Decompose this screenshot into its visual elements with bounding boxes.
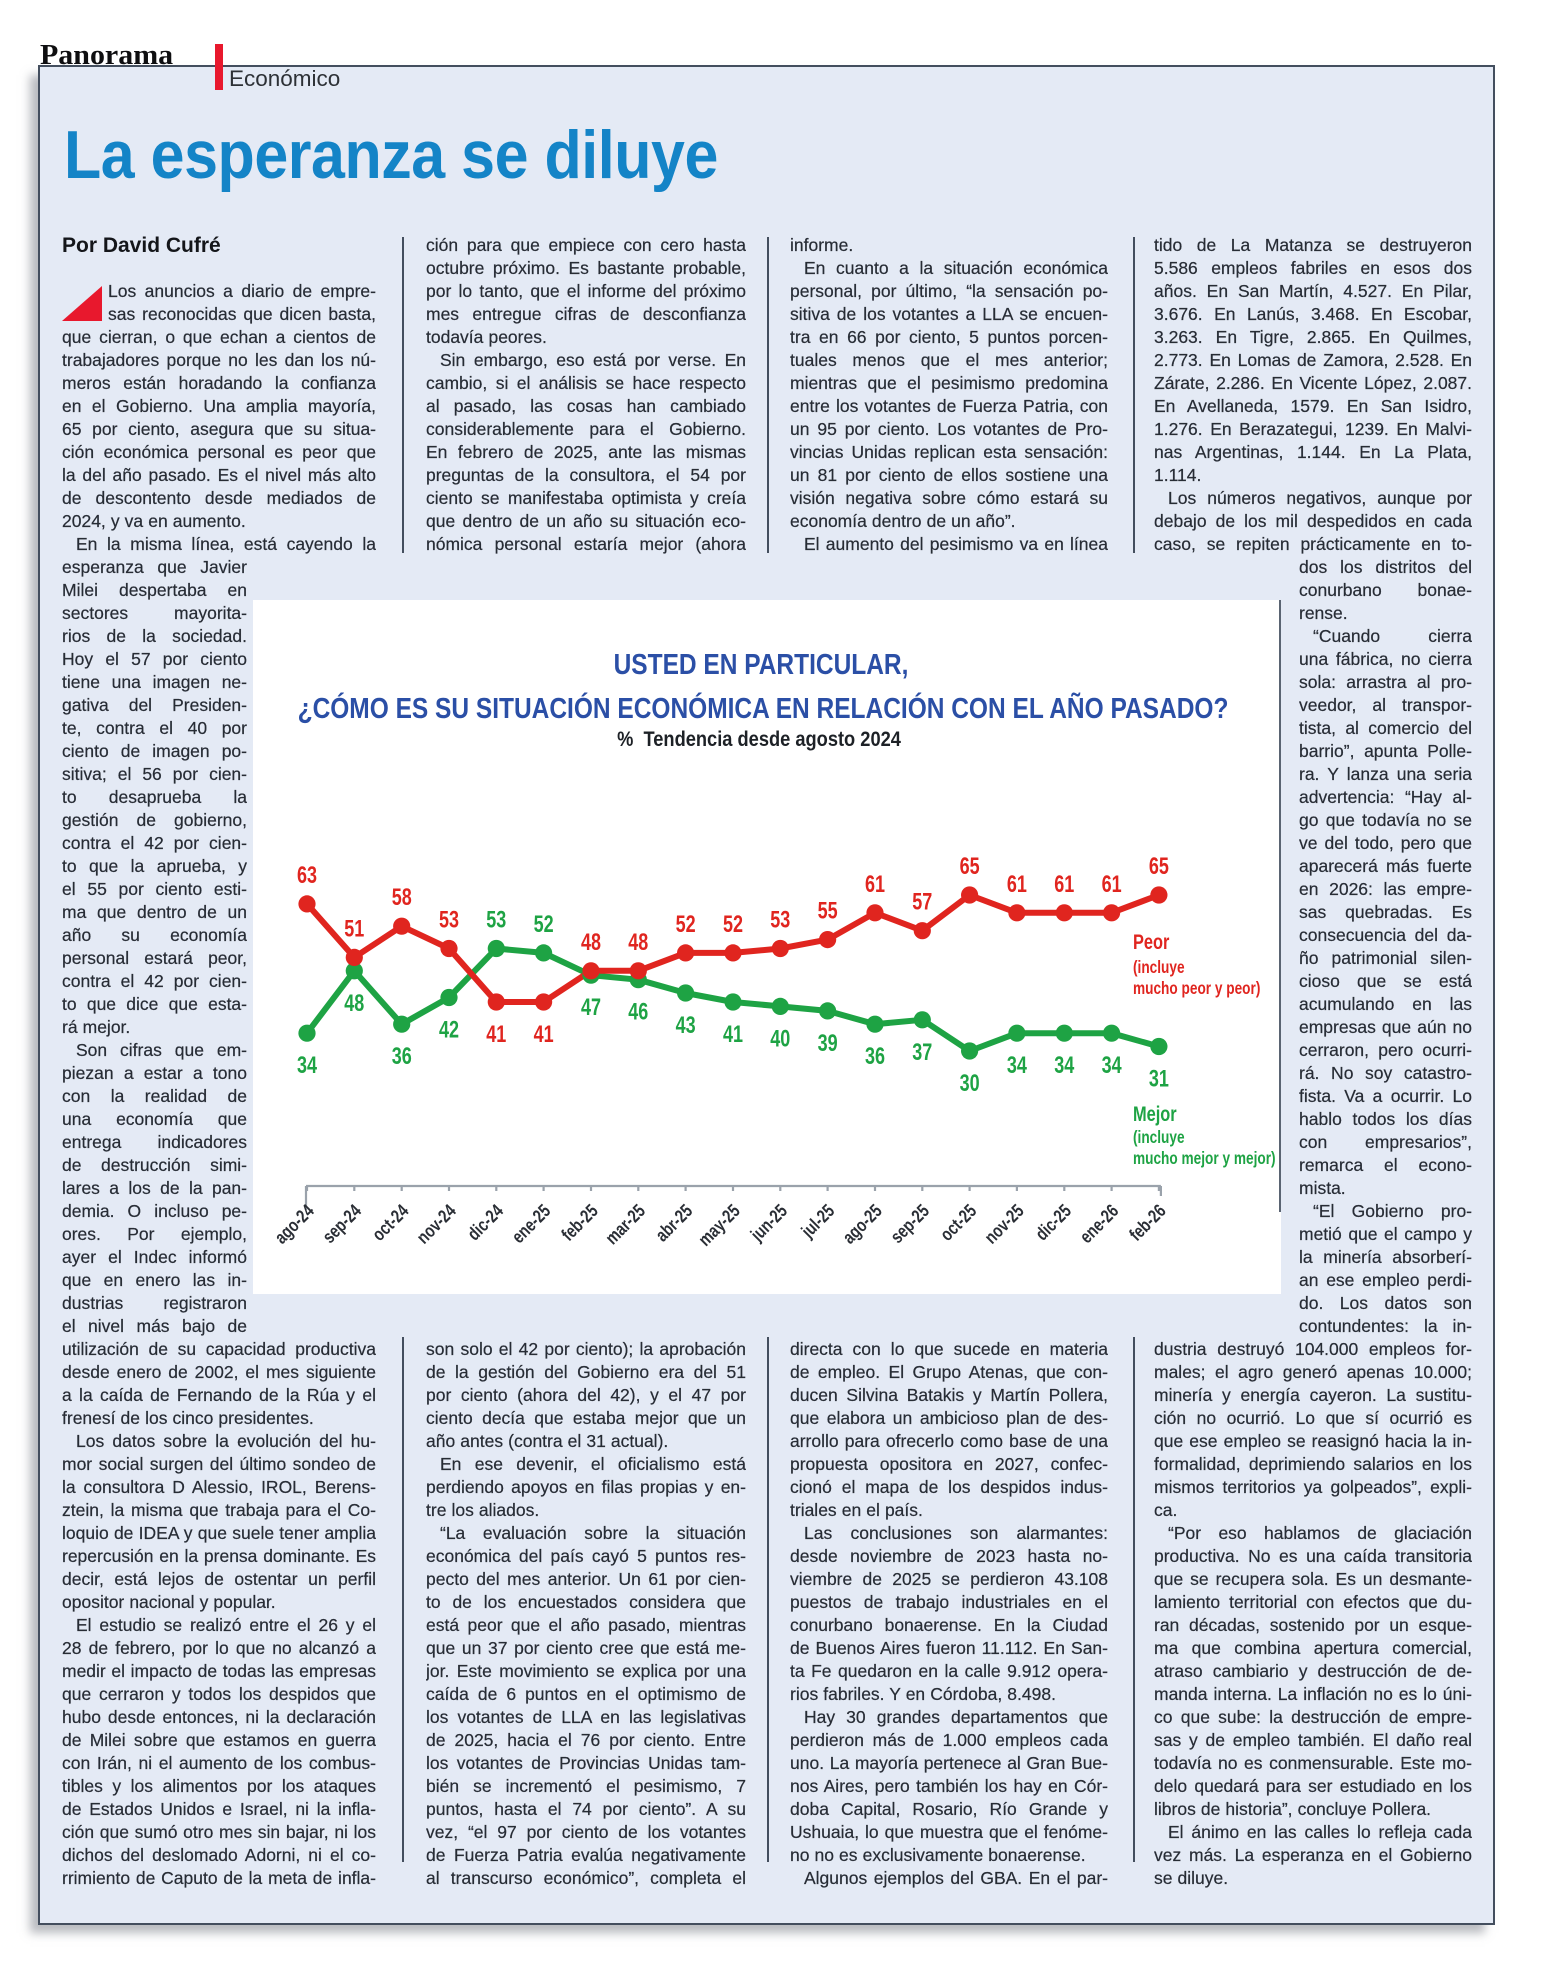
svg-text:53: 53	[439, 907, 459, 933]
svg-text:dic-24: dic-24	[463, 1200, 508, 1245]
svg-text:63: 63	[297, 863, 317, 889]
svg-text:65: 65	[1149, 854, 1169, 880]
svg-text:mucho peor y peor): mucho peor y peor)	[1133, 980, 1260, 999]
svg-text:mucho mejor y mejor): mucho mejor y mejor)	[1133, 1150, 1276, 1169]
svg-text:48: 48	[628, 929, 648, 955]
svg-text:53: 53	[770, 907, 790, 933]
svg-text:feb-26: feb-26	[1125, 1200, 1170, 1245]
svg-text:52: 52	[534, 912, 554, 938]
svg-text:51: 51	[344, 916, 364, 942]
svg-text:57: 57	[912, 889, 932, 915]
svg-text:nov-24: nov-24	[412, 1200, 460, 1248]
svg-text:37: 37	[912, 1039, 932, 1065]
svg-text:58: 58	[392, 885, 412, 911]
svg-text:41: 41	[486, 1022, 506, 1048]
svg-text:53: 53	[486, 907, 506, 933]
svg-text:61: 61	[1054, 871, 1074, 897]
svg-text:42: 42	[439, 1017, 459, 1043]
svg-text:oct-24: oct-24	[368, 1200, 413, 1245]
svg-text:jun-25: jun-25	[746, 1200, 792, 1246]
svg-text:36: 36	[865, 1044, 885, 1070]
svg-text:(incluye: (incluye	[1133, 959, 1185, 978]
svg-text:40: 40	[770, 1026, 790, 1052]
svg-text:41: 41	[723, 1022, 743, 1048]
svg-text:mar-25: mar-25	[601, 1200, 649, 1248]
svg-text:oct-25: oct-25	[936, 1200, 981, 1245]
svg-text:Peor: Peor	[1133, 930, 1170, 953]
svg-text:61: 61	[1102, 871, 1122, 897]
svg-text:nov-25: nov-25	[980, 1200, 1028, 1248]
svg-text:52: 52	[723, 912, 743, 938]
svg-text:ago-25: ago-25	[838, 1200, 886, 1248]
svg-text:ago-24: ago-24	[270, 1200, 318, 1248]
svg-text:dic-25: dic-25	[1031, 1200, 1075, 1244]
svg-text:34: 34	[1102, 1053, 1122, 1079]
svg-text:43: 43	[676, 1013, 696, 1039]
svg-text:34: 34	[1007, 1053, 1027, 1079]
svg-text:55: 55	[818, 898, 838, 924]
svg-text:jul-25: jul-25	[797, 1200, 839, 1242]
svg-text:sep-25: sep-25	[886, 1200, 933, 1247]
svg-text:may-25: may-25	[694, 1200, 744, 1250]
svg-text:ene-26: ene-26	[1075, 1200, 1122, 1247]
svg-text:30: 30	[960, 1071, 980, 1097]
svg-text:47: 47	[581, 995, 601, 1021]
svg-text:61: 61	[865, 871, 885, 897]
svg-text:(incluye: (incluye	[1133, 1129, 1185, 1148]
svg-text:abr-25: abr-25	[651, 1200, 697, 1246]
svg-text:sep-24: sep-24	[318, 1200, 366, 1248]
svg-text:USTED EN PARTICULAR,: USTED EN PARTICULAR,	[614, 648, 909, 680]
svg-text:39: 39	[818, 1031, 838, 1057]
svg-text:65: 65	[960, 854, 980, 880]
svg-text:ene-25: ene-25	[507, 1200, 554, 1247]
svg-text:31: 31	[1149, 1066, 1169, 1092]
svg-text:52: 52	[676, 912, 696, 938]
svg-text:41: 41	[534, 1022, 554, 1048]
svg-text:61: 61	[1007, 871, 1027, 897]
svg-text:% Tendencia desde agosto 2024: % Tendencia desde agosto 2024	[617, 728, 901, 752]
svg-text:46: 46	[628, 999, 648, 1025]
svg-text:feb-25: feb-25	[557, 1200, 602, 1245]
svg-text:¿CÓMO ES SU SITUACIÓN ECONÓMIC: ¿CÓMO ES SU SITUACIÓN ECONÓMICA EN RELAC…	[298, 692, 1229, 724]
svg-text:Mejor: Mejor	[1133, 1102, 1177, 1125]
svg-text:34: 34	[1054, 1053, 1074, 1079]
svg-text:48: 48	[344, 990, 364, 1016]
svg-text:34: 34	[297, 1053, 317, 1079]
svg-text:36: 36	[392, 1044, 412, 1070]
svg-text:48: 48	[581, 929, 601, 955]
